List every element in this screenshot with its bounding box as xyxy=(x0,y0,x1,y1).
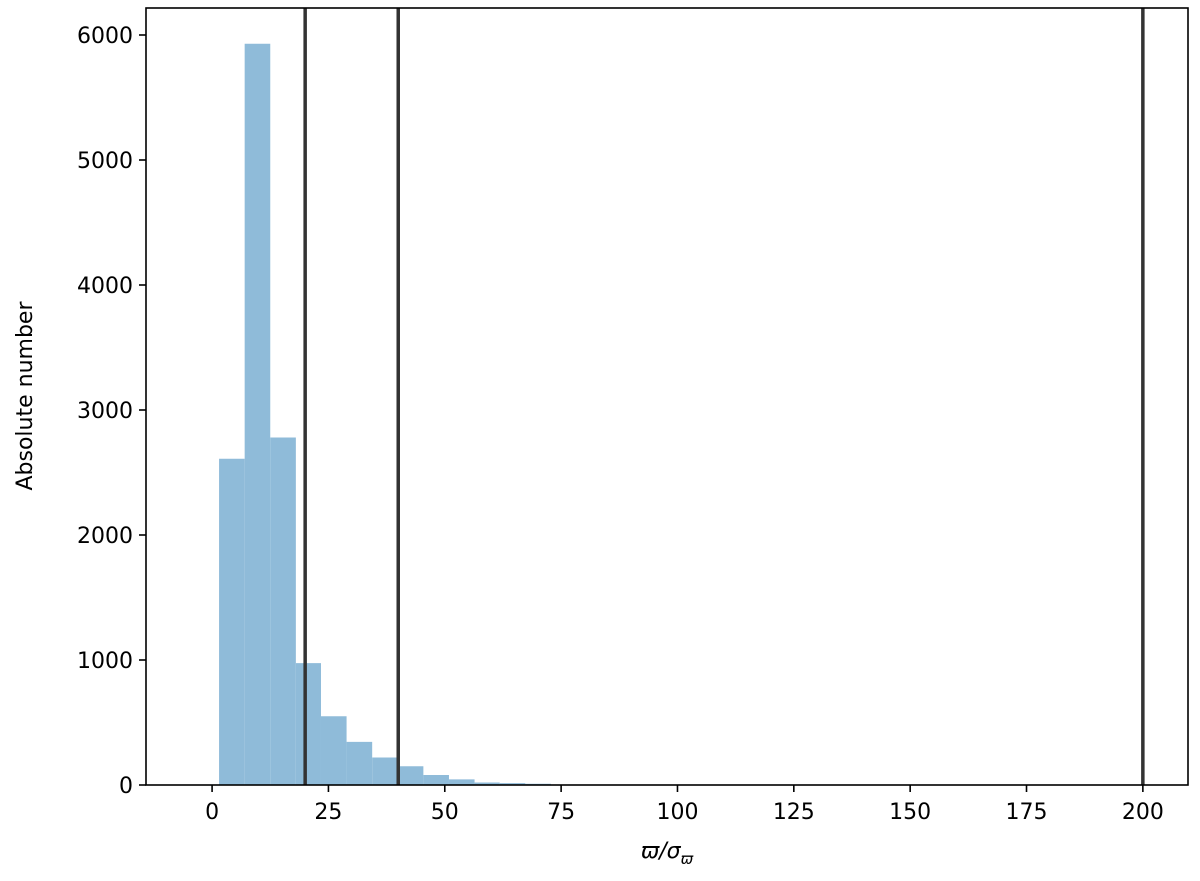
plot-frame xyxy=(145,7,1189,786)
y-tick-label: 6000 xyxy=(77,24,133,49)
bar xyxy=(448,779,475,785)
bar xyxy=(372,757,398,785)
y-tick-label: 4000 xyxy=(77,274,133,299)
y-tick-label: 2000 xyxy=(77,524,133,549)
x-tick-label: 50 xyxy=(431,800,459,825)
x-tick-label: 75 xyxy=(547,800,575,825)
bar xyxy=(499,783,526,785)
bar xyxy=(397,766,424,785)
bar xyxy=(346,741,373,785)
y-tick-label: 3000 xyxy=(77,399,133,424)
y-tick-label: 0 xyxy=(119,774,133,799)
bar xyxy=(219,458,245,785)
bar xyxy=(474,782,500,785)
x-axis-label-subscript: ϖ xyxy=(681,850,694,868)
y-axis-label: Absolute number xyxy=(13,301,38,491)
x-tick-label: 0 xyxy=(205,800,219,825)
x-axis-label: ϖ/σϖ xyxy=(641,839,694,868)
bar xyxy=(270,437,296,785)
y-tick-label: 1000 xyxy=(77,649,133,674)
x-tick-label: 175 xyxy=(1006,800,1048,825)
x-tick-label: 100 xyxy=(656,800,698,825)
bar xyxy=(244,43,271,785)
y-tick-label: 5000 xyxy=(77,149,133,174)
x-tick-label: 200 xyxy=(1122,800,1164,825)
bar xyxy=(423,775,449,785)
bar xyxy=(320,716,347,785)
bar xyxy=(295,663,321,785)
x-axis-label-main: ϖ/σ xyxy=(641,839,682,864)
x-tick-label: 150 xyxy=(889,800,931,825)
x-tick-label: 125 xyxy=(773,800,815,825)
x-tick-label: 25 xyxy=(314,800,342,825)
